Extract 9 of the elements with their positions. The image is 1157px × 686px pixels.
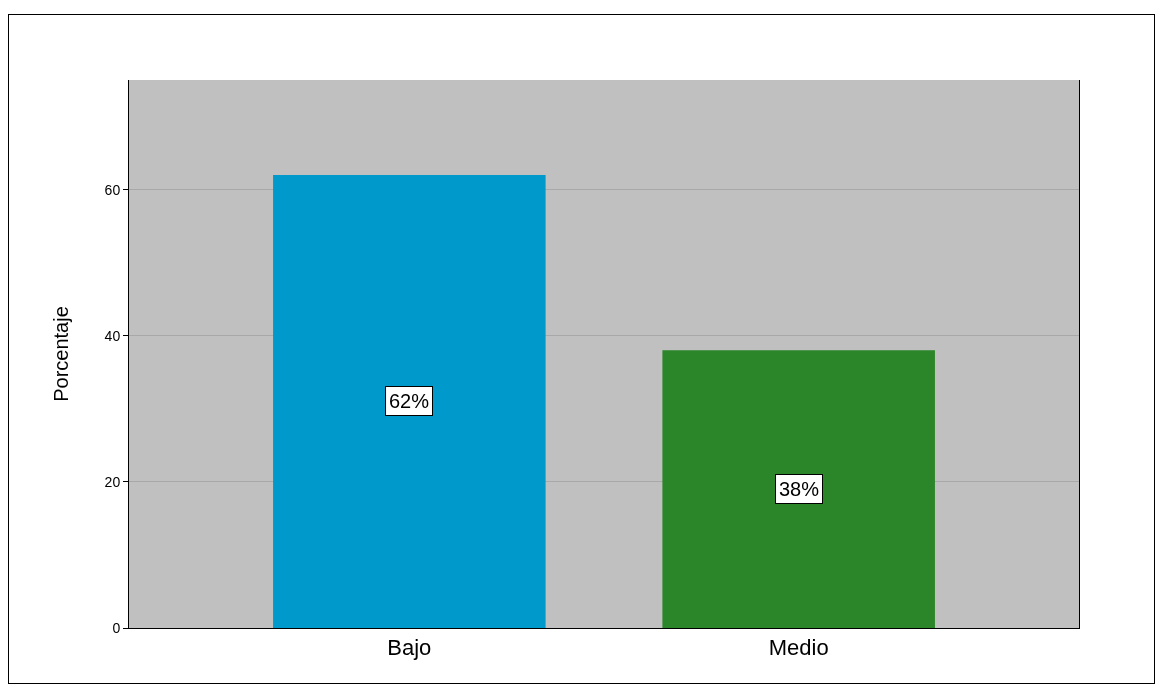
y-tick-label: 0 (112, 619, 121, 636)
data-label: 38% (779, 478, 820, 500)
x-tick-label: Medio (768, 635, 829, 661)
y-tick-label: 60 (104, 181, 121, 198)
y-tick-label: 20 (104, 473, 121, 490)
y-axis-title: Porcentaje (50, 306, 73, 402)
y-tick-label: 40 (104, 327, 121, 344)
data-label: 62% (389, 390, 430, 412)
x-tick-label: Bajo (387, 635, 432, 661)
